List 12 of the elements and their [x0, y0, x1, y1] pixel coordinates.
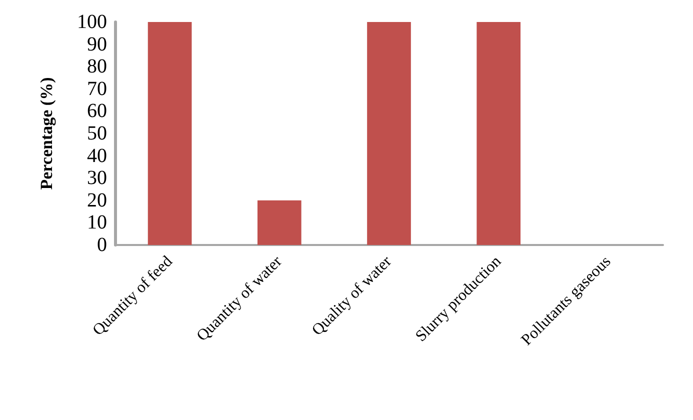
y-axis-title: Percentage (%) [37, 77, 56, 190]
y-tick-label: 80 [87, 56, 107, 78]
y-tick-label: 10 [87, 212, 107, 234]
y-tick-label: 0 [97, 234, 107, 256]
y-tick-label: 100 [77, 11, 107, 33]
y-tick-label: 30 [87, 167, 107, 190]
y-tick-label: 40 [87, 144, 107, 167]
y-tick-label: 70 [87, 78, 107, 100]
y-tick-label: 90 [87, 33, 107, 56]
y-tick-label: 60 [87, 100, 107, 122]
y-tick-label: 50 [87, 122, 107, 144]
y-tick-label: 20 [87, 189, 107, 212]
